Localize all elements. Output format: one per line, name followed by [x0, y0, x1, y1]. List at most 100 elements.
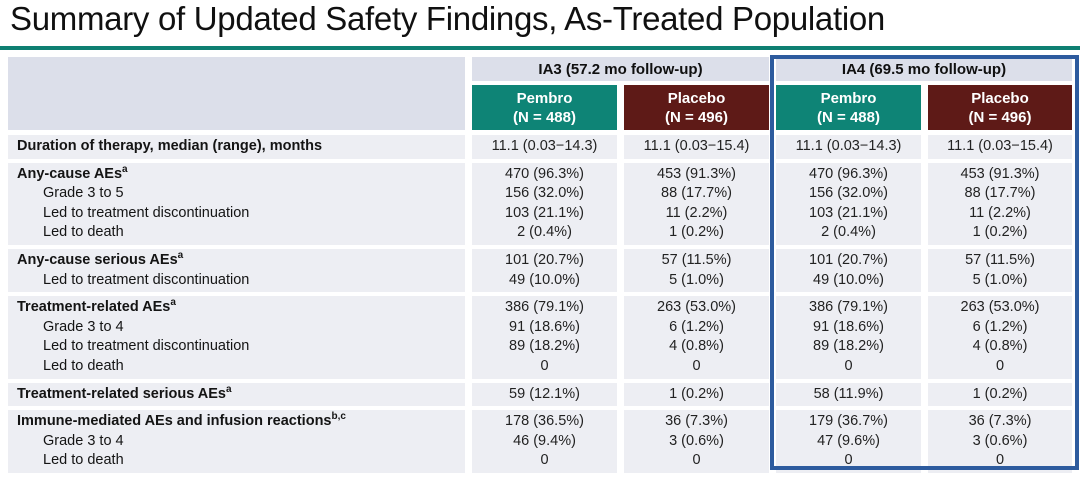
section-label-cell: Treatment-related serious AEsa	[8, 382, 465, 407]
row-value: 11 (2.2%)	[969, 204, 1031, 221]
value-cell: 453 (91.3%) 88 (17.7%) 11 (2.2%) 1 (0.2%)	[928, 162, 1072, 245]
column-header-arm-label: Pembro	[516, 89, 573, 107]
value-cell: 58 (11.9%)	[776, 382, 921, 407]
value-cell: 178 (36.5%) 46 (9.4%) 0	[472, 410, 617, 473]
value-cell: 36 (7.3%) 3 (0.6%) 0	[928, 410, 1072, 473]
section-label-cell: Any-cause serious AEsa Led to treatment d…	[8, 248, 465, 293]
row-value: 453 (91.3%)	[657, 165, 736, 182]
row-value: 36 (7.3%)	[968, 413, 1032, 430]
row-value: 0	[692, 357, 701, 374]
row-value: 57 (11.5%)	[661, 251, 732, 268]
row-value: 0	[844, 357, 853, 374]
value-cell: 386 (79.1%) 91 (18.6%) 89 (18.2%) 0	[776, 296, 921, 379]
row-value: 91 (18.6%)	[813, 318, 884, 335]
safety-summary-table: IA3 (57.2 mo follow-up) IA4 (69.5 mo foll…	[8, 55, 1079, 477]
table-header: IA3 (57.2 mo follow-up) IA4 (69.5 mo foll…	[8, 57, 1072, 130]
row-label: Treatment-related serious AEsa	[17, 383, 232, 402]
row-label-header-cell	[8, 57, 465, 130]
row-label: Treatment-related AEsa	[17, 297, 176, 316]
row-value: 11 (2.2%)	[665, 204, 728, 221]
table-section: Immune-mediated AEs and infusion reactio…	[8, 410, 1072, 473]
value-cell: 179 (36.7%) 47 (9.6%) 0	[776, 410, 921, 473]
column-header-n-label: (N = 488)	[817, 108, 880, 126]
section-label-cell: Treatment-related AEsa Grade 3 to 4 Led to…	[8, 296, 465, 379]
row-value: 89 (18.2%)	[509, 338, 580, 355]
row-value: 0	[540, 357, 549, 374]
footnote-marker: b,c	[331, 411, 346, 423]
row-value: 58 (11.9%)	[813, 385, 884, 402]
row-value: 47 (9.6%)	[817, 432, 880, 449]
row-value: 11.1 (0.03−15.4)	[643, 138, 750, 154]
row-label: Immune-mediated AEs and infusion reactio…	[17, 411, 346, 430]
row-value: 0	[995, 357, 1005, 374]
row-value: 5 (1.0%)	[669, 271, 724, 288]
row-label: Any-cause serious AEsa	[17, 250, 184, 268]
footnote-marker: a	[177, 250, 184, 262]
row-value: 1 (0.2%)	[669, 224, 724, 241]
section-label-cell: Duration of therapy, median (range), mon…	[8, 135, 465, 159]
row-value: 4 (0.8%)	[669, 338, 724, 355]
section-label-cell: Immune-mediated AEs and infusion reactio…	[8, 410, 465, 473]
value-cell: 386 (79.1%) 91 (18.6%) 89 (18.2%) 0	[472, 296, 617, 379]
row-value: 0	[692, 452, 701, 469]
group-header-ia4: IA4 (69.5 mo follow-up)	[776, 57, 1072, 81]
row-value: 1 (0.2%)	[972, 385, 1028, 402]
group-header-ia3: IA3 (57.2 mo follow-up)	[472, 57, 769, 81]
value-cell: 59 (12.1%)	[472, 382, 617, 407]
row-value: 386 (79.1%)	[809, 299, 888, 316]
row-value: 6 (1.2%)	[669, 318, 724, 335]
column-header-n-label: (N = 488)	[513, 108, 576, 126]
column-header-pembro-ia4: Pembro (N = 488)	[776, 85, 921, 130]
row-value: 0	[995, 452, 1005, 469]
row-label: Led to death	[43, 224, 124, 241]
row-label: Grade 3 to 5	[43, 185, 124, 202]
value-cell: 263 (53.0%) 6 (1.2%) 4 (0.8%) 0	[624, 296, 769, 379]
table-section: Duration of therapy, median (range), mon…	[8, 135, 1072, 159]
row-value: 5 (1.0%)	[972, 271, 1028, 288]
table-section: Treatment-related AEsa Grade 3 to 4 Led to…	[8, 296, 1072, 379]
row-value: 101 (20.7%)	[809, 251, 888, 268]
row-value: 0	[844, 452, 853, 469]
value-cell: 57 (11.5%) 5 (1.0%)	[928, 248, 1072, 293]
footnote-marker: a	[225, 383, 232, 395]
row-label: Led to death	[43, 452, 124, 469]
row-value: 263 (53.0%)	[960, 299, 1040, 316]
column-header-n-label: (N = 496)	[968, 108, 1032, 126]
column-header-arm-label: Pembro	[820, 89, 877, 107]
row-value: 2 (0.4%)	[517, 224, 572, 241]
row-value: 57 (11.5%)	[965, 251, 1035, 268]
row-value: 179 (36.7%)	[809, 413, 888, 430]
row-value: 103 (21.1%)	[505, 204, 584, 221]
row-label: Led to treatment discontinuation	[43, 271, 250, 288]
table-section: Any-cause AEsa Grade 3 to 5 Led to treatme…	[8, 162, 1072, 245]
column-header-placebo-ia3: Placebo (N = 496)	[624, 85, 769, 130]
table-section: Treatment-related serious AEsa 59 (12.1%)…	[8, 382, 1072, 407]
row-value: 88 (17.7%)	[964, 185, 1036, 202]
row-value: 46 (9.4%)	[513, 432, 576, 449]
row-value: 178 (36.5%)	[505, 413, 584, 430]
value-cell: 101 (20.7%) 49 (10.0%)	[472, 248, 617, 293]
row-value: 156 (32.0%)	[809, 185, 888, 202]
value-cell: 470 (96.3%) 156 (32.0%) 103 (21.1%) 2 (0.4%…	[776, 162, 921, 245]
value-cell: 11.1 (0.03−14.3)	[776, 135, 921, 159]
row-value: 11.1 (0.03−14.3)	[491, 138, 598, 154]
row-value: 263 (53.0%)	[657, 299, 736, 316]
row-value: 156 (32.0%)	[505, 185, 584, 202]
row-value: 11.1 (0.03−15.4)	[947, 138, 1053, 154]
row-value: 1 (0.2%)	[669, 385, 724, 402]
row-value: 49 (10.0%)	[509, 271, 580, 288]
value-cell: 11.1 (0.03−14.3)	[472, 135, 617, 159]
value-cell: 101 (20.7%) 49 (10.0%)	[776, 248, 921, 293]
value-cell: 11.1 (0.03−15.4)	[928, 135, 1072, 159]
value-cell: 1 (0.2%)	[928, 382, 1072, 407]
table-body: Duration of therapy, median (range), mon…	[8, 135, 1072, 473]
row-label: Led to treatment discontinuation	[43, 338, 250, 355]
footnote-marker: a	[122, 163, 128, 175]
row-value: 1 (0.2%)	[972, 224, 1028, 241]
page-title: Summary of Updated Safety Findings, As-T…	[10, 0, 885, 37]
title-underline-rule	[0, 46, 1080, 50]
row-value: 59 (12.1%)	[509, 385, 580, 402]
row-value: 11.1 (0.03−14.3)	[795, 138, 902, 154]
row-value: 453 (91.3%)	[960, 165, 1040, 182]
value-cell: 453 (91.3%) 88 (17.7%) 11 (2.2%) 1 (0.2%)	[624, 162, 769, 245]
